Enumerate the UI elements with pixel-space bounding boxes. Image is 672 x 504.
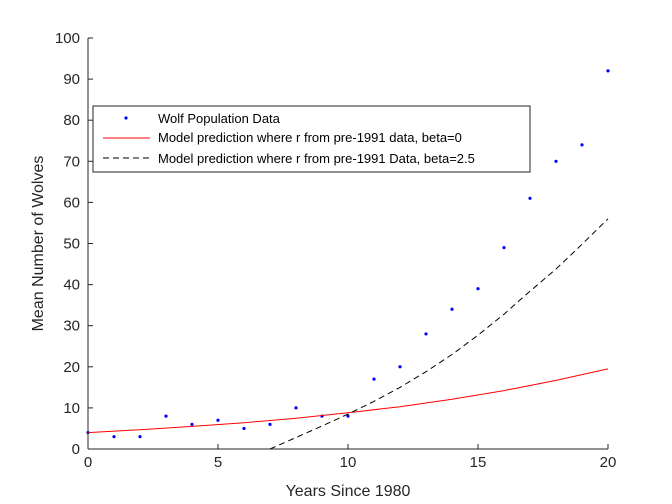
- y-tick-label: 30: [63, 318, 80, 335]
- legend-box: [92, 105, 531, 173]
- x-tick-label: 20: [600, 454, 617, 471]
- x-tick-label: 15: [470, 454, 487, 471]
- data-point: [346, 414, 350, 418]
- legend-label-model-beta0: Model prediction where r from pre-1991 d…: [158, 130, 462, 145]
- legend-label-data: Wolf Population Data: [158, 111, 281, 126]
- data-point: [502, 246, 506, 250]
- y-tick-label: 0: [72, 441, 80, 458]
- x-tick-label: 5: [214, 454, 222, 471]
- x-tick-label: 0: [84, 454, 92, 471]
- series-layer: [86, 69, 610, 450]
- data-point: [190, 422, 194, 426]
- y-tick-label: 70: [63, 153, 80, 170]
- y-tick-label: 50: [63, 236, 80, 253]
- ticks-layer: 0 5 10 15 20 0 10 20 30 40 50 60 70 80 90 100: [55, 30, 616, 471]
- y-tick-label: 40: [63, 277, 80, 294]
- data-point: [424, 332, 428, 336]
- y-tick-label: 10: [63, 400, 80, 417]
- legend-label-model-beta2-5: Model prediction where r from pre-1991 D…: [158, 151, 475, 166]
- x-tick-label: 10: [340, 454, 357, 471]
- data-point: [450, 307, 454, 311]
- y-tick-label: 100: [55, 30, 80, 47]
- y-tick-label: 90: [63, 71, 80, 88]
- data-point: [476, 287, 480, 291]
- data-point: [216, 418, 220, 422]
- data-point: [554, 159, 558, 163]
- data-point: [242, 426, 246, 431]
- data-point: [372, 377, 376, 381]
- data-point: [528, 196, 532, 200]
- plot-area: [88, 38, 608, 449]
- series-line-1: [87, 368, 609, 434]
- y-tick-label: 20: [63, 359, 80, 376]
- data-point: [398, 365, 402, 369]
- data-point: [294, 406, 298, 410]
- data-point: [580, 143, 584, 147]
- data-point: [606, 69, 610, 73]
- series-line-2: [269, 218, 609, 450]
- y-tick-label: 60: [63, 194, 80, 211]
- legend-marker-data: [124, 116, 128, 120]
- legend: Wolf Population Data Model prediction wh…: [92, 105, 531, 173]
- y-tick-label: 80: [63, 112, 80, 129]
- data-point: [164, 414, 168, 418]
- data-point: [268, 422, 272, 426]
- y-axis-label: Mean Number of Wolves: [30, 156, 47, 332]
- x-axis-label: Years Since 1980: [286, 483, 411, 500]
- data-point: [112, 435, 116, 439]
- data-point: [138, 435, 142, 439]
